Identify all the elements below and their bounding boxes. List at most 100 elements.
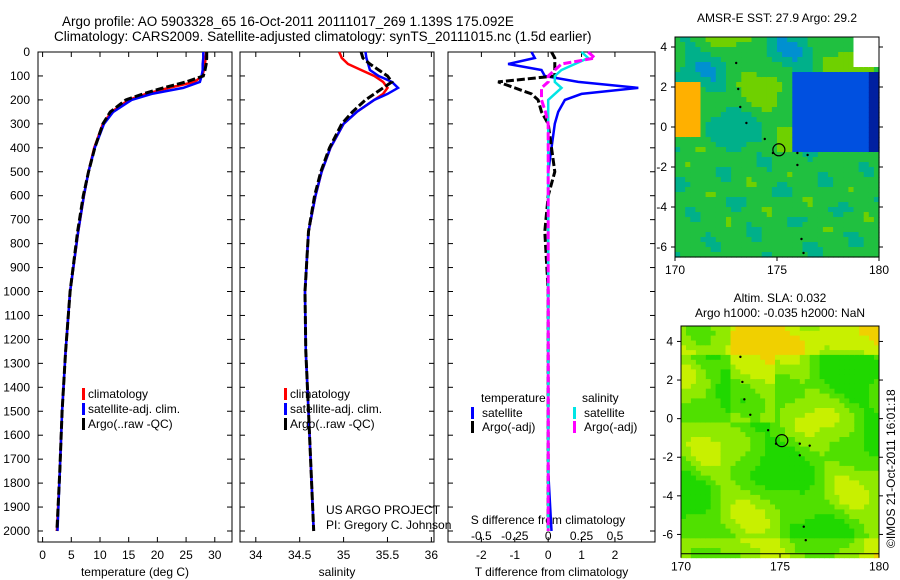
map-cell	[864, 359, 870, 366]
map-cell	[710, 374, 717, 380]
map-cell	[873, 157, 880, 163]
map-cell	[720, 72, 727, 78]
map-cell	[858, 142, 865, 148]
map-cell	[834, 528, 840, 534]
map-cell	[686, 456, 692, 462]
map-cell	[736, 67, 742, 73]
map-cell	[792, 57, 798, 63]
map-cell	[777, 92, 783, 98]
map-cell	[817, 62, 824, 68]
map-cell	[695, 379, 702, 385]
map-cell	[741, 67, 747, 73]
map-cell	[782, 222, 788, 228]
map-cell	[799, 335, 806, 341]
map-cell	[785, 350, 791, 356]
map-cell	[680, 217, 686, 223]
map-cell	[869, 432, 875, 438]
map-cell	[789, 451, 796, 457]
map-cell	[690, 67, 696, 73]
map-cell	[822, 167, 829, 173]
map-cell	[859, 330, 865, 337]
x-tick-label: 34.5	[288, 548, 312, 562]
map-cell	[824, 398, 830, 404]
map-cell	[864, 456, 870, 462]
map-cell	[812, 227, 819, 233]
map-cell	[765, 417, 771, 424]
map-cell	[849, 330, 855, 337]
map-cell	[756, 242, 763, 248]
map-cell	[819, 461, 826, 467]
map-cell	[720, 162, 727, 168]
x-tick-label: 30	[208, 548, 222, 562]
map-cell	[843, 87, 849, 93]
map-cell	[710, 369, 717, 375]
map-cell	[746, 162, 753, 168]
map-cell	[804, 398, 811, 404]
map-cell	[736, 157, 742, 163]
map-cell	[745, 470, 751, 477]
map-cell	[804, 422, 811, 428]
map-cell	[746, 167, 753, 173]
map-cell	[705, 480, 712, 486]
map-cell	[715, 227, 722, 233]
map-cell	[839, 509, 845, 515]
map-cell	[819, 330, 826, 337]
map-cell	[819, 456, 826, 462]
map-cell	[833, 112, 839, 118]
map-cell	[715, 92, 722, 98]
map-cell	[868, 137, 875, 143]
title-line-2: Climatology: CARS2009. Satellite-adjuste…	[54, 29, 592, 44]
map-cell	[789, 456, 796, 462]
map-cell	[686, 398, 692, 404]
map-cell	[736, 172, 742, 178]
map-cell	[873, 242, 880, 248]
map-cell	[715, 383, 722, 390]
map-cell	[720, 514, 727, 520]
map-cell	[829, 480, 835, 486]
map-cell	[848, 167, 855, 173]
x-tick-label: 0	[545, 548, 552, 562]
map-cell	[705, 533, 712, 539]
map-cell	[690, 137, 696, 143]
map-cell	[705, 441, 712, 448]
map-cell	[705, 354, 712, 361]
map-cell	[799, 403, 806, 409]
map-cell	[780, 480, 786, 486]
map-cell	[824, 456, 830, 462]
map-cell	[731, 42, 737, 48]
legend-header: temperature	[481, 391, 546, 405]
map-cell	[868, 52, 875, 58]
map-cell	[797, 37, 804, 43]
map-cell	[834, 475, 840, 481]
map-cell	[868, 92, 875, 98]
map-cell	[681, 485, 687, 491]
map-cell	[828, 107, 834, 113]
map-cell	[715, 127, 722, 133]
map-cell	[720, 364, 727, 370]
map-cell	[789, 422, 796, 428]
map-cell	[761, 87, 768, 93]
map-cell	[750, 427, 756, 433]
map-cell	[756, 52, 763, 58]
map-cell	[770, 514, 776, 520]
map-cell	[864, 379, 870, 385]
map-cell	[848, 132, 855, 138]
map-cell	[745, 523, 751, 530]
map-cell	[730, 499, 736, 506]
map-cell	[780, 427, 786, 433]
map-cell	[819, 533, 826, 539]
map-cell	[771, 52, 778, 58]
map-cell	[731, 87, 737, 93]
map-cell	[864, 412, 870, 419]
map-cell	[844, 403, 850, 409]
map-cell	[838, 72, 844, 78]
map-cell	[873, 52, 880, 58]
map-cell	[726, 242, 732, 248]
map-cell	[780, 485, 786, 491]
map-cell	[710, 494, 717, 501]
map-cell	[755, 441, 761, 448]
map-cell	[868, 47, 875, 53]
map-cell	[859, 326, 865, 332]
map-cell	[770, 437, 776, 443]
map-cell	[695, 441, 702, 448]
